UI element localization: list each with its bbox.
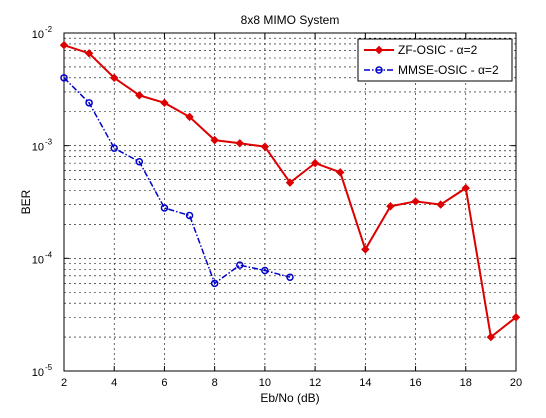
data-point-zf [59, 40, 69, 50]
x-tick-label: 8 [212, 377, 218, 389]
data-point-mmse [60, 74, 68, 82]
data-point-zf [436, 200, 445, 209]
y-tick-label: 10 [32, 29, 44, 41]
data-point-mmse [210, 279, 219, 288]
x-tick-label: 14 [359, 377, 371, 389]
y-tick-labels: 10-510-410-310-2 [32, 25, 516, 379]
data-point-zf [235, 139, 244, 148]
x-tick-label: 6 [161, 377, 167, 389]
plot-frame [63, 32, 517, 372]
data-point-zf [110, 73, 119, 83]
x-axis-label: Eb/No (dB) [260, 391, 319, 405]
x-tick-label: 10 [259, 377, 271, 389]
data-point-zf [461, 183, 470, 193]
data-point-zf [160, 98, 169, 108]
data-point-zf [486, 332, 496, 342]
data-point-zf [185, 112, 194, 122]
y-tick-label: 10 [32, 142, 44, 154]
data-point-zf [386, 202, 395, 211]
data-point-zf [84, 49, 94, 58]
data-point-mmse [185, 211, 194, 220]
data-point-mmse [286, 273, 294, 281]
y-axis-label: BER [19, 189, 33, 214]
data-point-zf [411, 197, 420, 206]
data-point-zf [285, 178, 295, 187]
data-point-mmse [135, 157, 144, 166]
data-point-mmse [110, 144, 118, 152]
data-point-zf [135, 91, 144, 100]
x-tick-labels: 2 4 6 8 10 12 14 16 18 20 [61, 33, 522, 389]
x-tick-label: 16 [409, 377, 421, 389]
legend-label-mmse: MMSE-OSIC - α=2 [398, 63, 499, 77]
y-tick-label: 10 [32, 254, 44, 266]
data-point-zf [260, 142, 270, 151]
legend-marker-mmse [375, 66, 383, 74]
data-point-zf [310, 158, 320, 168]
y-tick-exponent: -2 [45, 25, 53, 34]
x-tick-label: 2 [61, 377, 67, 389]
series-group [59, 40, 521, 342]
data-point-mmse [160, 204, 169, 212]
legend-marker-zf [374, 45, 384, 55]
legend: ZF-OSIC - α=2 MMSE-OSIC - α=2 [357, 38, 513, 82]
x-tick-label: 20 [510, 377, 522, 389]
data-point-mmse [236, 261, 244, 269]
chart-title: 8x8 MIMO System [241, 13, 340, 27]
plot-area [64, 33, 516, 371]
data-point-mmse [85, 99, 93, 107]
legend-label-zf: ZF-OSIC - α=2 [398, 43, 478, 57]
data-point-zf [210, 135, 219, 145]
y-tick-label: 10 [32, 367, 44, 379]
y-tick-exponent: -3 [45, 138, 53, 147]
y-tick-exponent: -4 [45, 250, 53, 259]
data-point-zf [511, 313, 521, 322]
data-point-zf [361, 245, 370, 254]
x-tick-label: 18 [460, 377, 472, 389]
data-point-zf [336, 168, 345, 177]
series-line-1 [63, 77, 291, 285]
data-point-mmse [261, 266, 269, 275]
legend-box [357, 38, 513, 82]
x-tick-label: 4 [111, 377, 117, 389]
y-tick-exponent: -5 [45, 363, 53, 372]
grid [63, 33, 517, 372]
x-tick-label: 12 [309, 377, 321, 389]
